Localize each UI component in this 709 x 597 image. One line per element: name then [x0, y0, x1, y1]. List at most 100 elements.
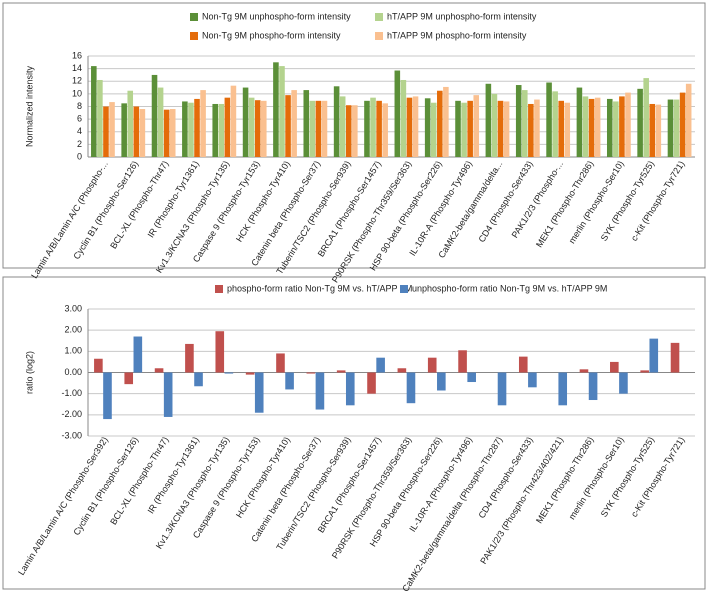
bar [163, 109, 170, 157]
bar [306, 372, 316, 374]
bar [345, 372, 355, 406]
y-tick-label: -2.00 [61, 409, 82, 419]
y-axis-label: ratio (log2) [24, 351, 34, 394]
legend-swatch [190, 32, 198, 40]
bar [670, 342, 680, 373]
bar [528, 103, 534, 157]
bar [558, 100, 564, 157]
bar [579, 369, 589, 373]
bar [467, 100, 473, 157]
bar [291, 90, 297, 157]
bar [124, 372, 134, 385]
bar [649, 338, 659, 373]
bar [564, 102, 571, 157]
legend-swatch [375, 13, 383, 21]
bar [582, 96, 589, 157]
bar [588, 98, 595, 157]
bar [552, 91, 558, 157]
bar [546, 82, 552, 157]
bar [303, 90, 310, 157]
bar [594, 97, 601, 157]
bar [309, 100, 316, 157]
bar [576, 87, 583, 157]
bar [163, 372, 173, 417]
bar [367, 372, 376, 394]
bar [606, 98, 613, 157]
bar [218, 103, 225, 157]
bar [242, 87, 249, 157]
bar [364, 100, 370, 157]
bar [133, 336, 143, 373]
bar [394, 70, 401, 157]
bar [370, 97, 376, 157]
bar [230, 85, 237, 157]
y-tick-label: 6 [77, 114, 82, 124]
bar [497, 100, 504, 157]
y-tick-label: 1.00 [64, 346, 82, 356]
bar [382, 103, 388, 157]
bar [185, 343, 194, 373]
bar [321, 100, 328, 157]
bar [333, 86, 340, 157]
y-axis-label: Normalized intensity [24, 65, 34, 147]
bar [679, 92, 686, 157]
bar [522, 90, 528, 157]
y-tick-label: 4 [77, 126, 82, 136]
bar [103, 372, 112, 420]
bar [121, 103, 127, 157]
bar [376, 100, 382, 157]
bar [169, 109, 176, 157]
bar [534, 99, 540, 157]
bar [400, 79, 407, 157]
bar [406, 97, 413, 157]
bar [649, 103, 656, 157]
bar [194, 372, 203, 387]
bar [397, 368, 407, 373]
bar [260, 100, 267, 157]
bar [200, 90, 206, 157]
legend-label: hT/APP 9M phospho-form intensity [387, 30, 527, 40]
y-tick-label: 2.00 [64, 325, 82, 335]
bar [212, 103, 219, 157]
bar [588, 372, 598, 401]
y-tick-label: 3.00 [64, 303, 82, 313]
bar [224, 97, 231, 157]
bar [455, 100, 461, 157]
legend-label: Non-Tg 9M phospho-form intensity [202, 30, 341, 40]
bar [182, 101, 188, 157]
bar [643, 78, 649, 157]
bar [91, 66, 97, 157]
legend-label: Non-Tg 9M unphospho-form intensity [202, 11, 351, 21]
bar [109, 102, 115, 157]
bar [315, 372, 325, 410]
bar [352, 105, 358, 157]
bar [224, 372, 234, 374]
legend-swatch [375, 32, 383, 40]
bar [437, 90, 443, 157]
bar [339, 96, 346, 157]
bar [518, 356, 528, 373]
legend-swatch [190, 13, 198, 21]
y-tick-label: 16 [72, 50, 82, 60]
bar [673, 99, 680, 157]
legend-swatch [215, 285, 223, 293]
y-tick-label: 12 [72, 76, 82, 86]
bar [491, 93, 498, 157]
bar [412, 96, 419, 157]
bar [610, 361, 619, 373]
bar [685, 83, 692, 157]
legend-label: phospho-form ratio Non-Tg 9M vs. hT/APP … [227, 283, 412, 293]
bar [443, 86, 449, 157]
y-tick-label: 10 [72, 88, 82, 98]
bar [133, 106, 140, 157]
bar [97, 79, 103, 157]
y-tick-label: 8 [77, 101, 82, 111]
bar [248, 97, 255, 157]
panel [2, 276, 706, 590]
bar [103, 106, 109, 157]
bar [254, 372, 264, 413]
bar [276, 353, 285, 373]
y-tick-label: 2 [77, 139, 82, 149]
bar [151, 74, 158, 157]
